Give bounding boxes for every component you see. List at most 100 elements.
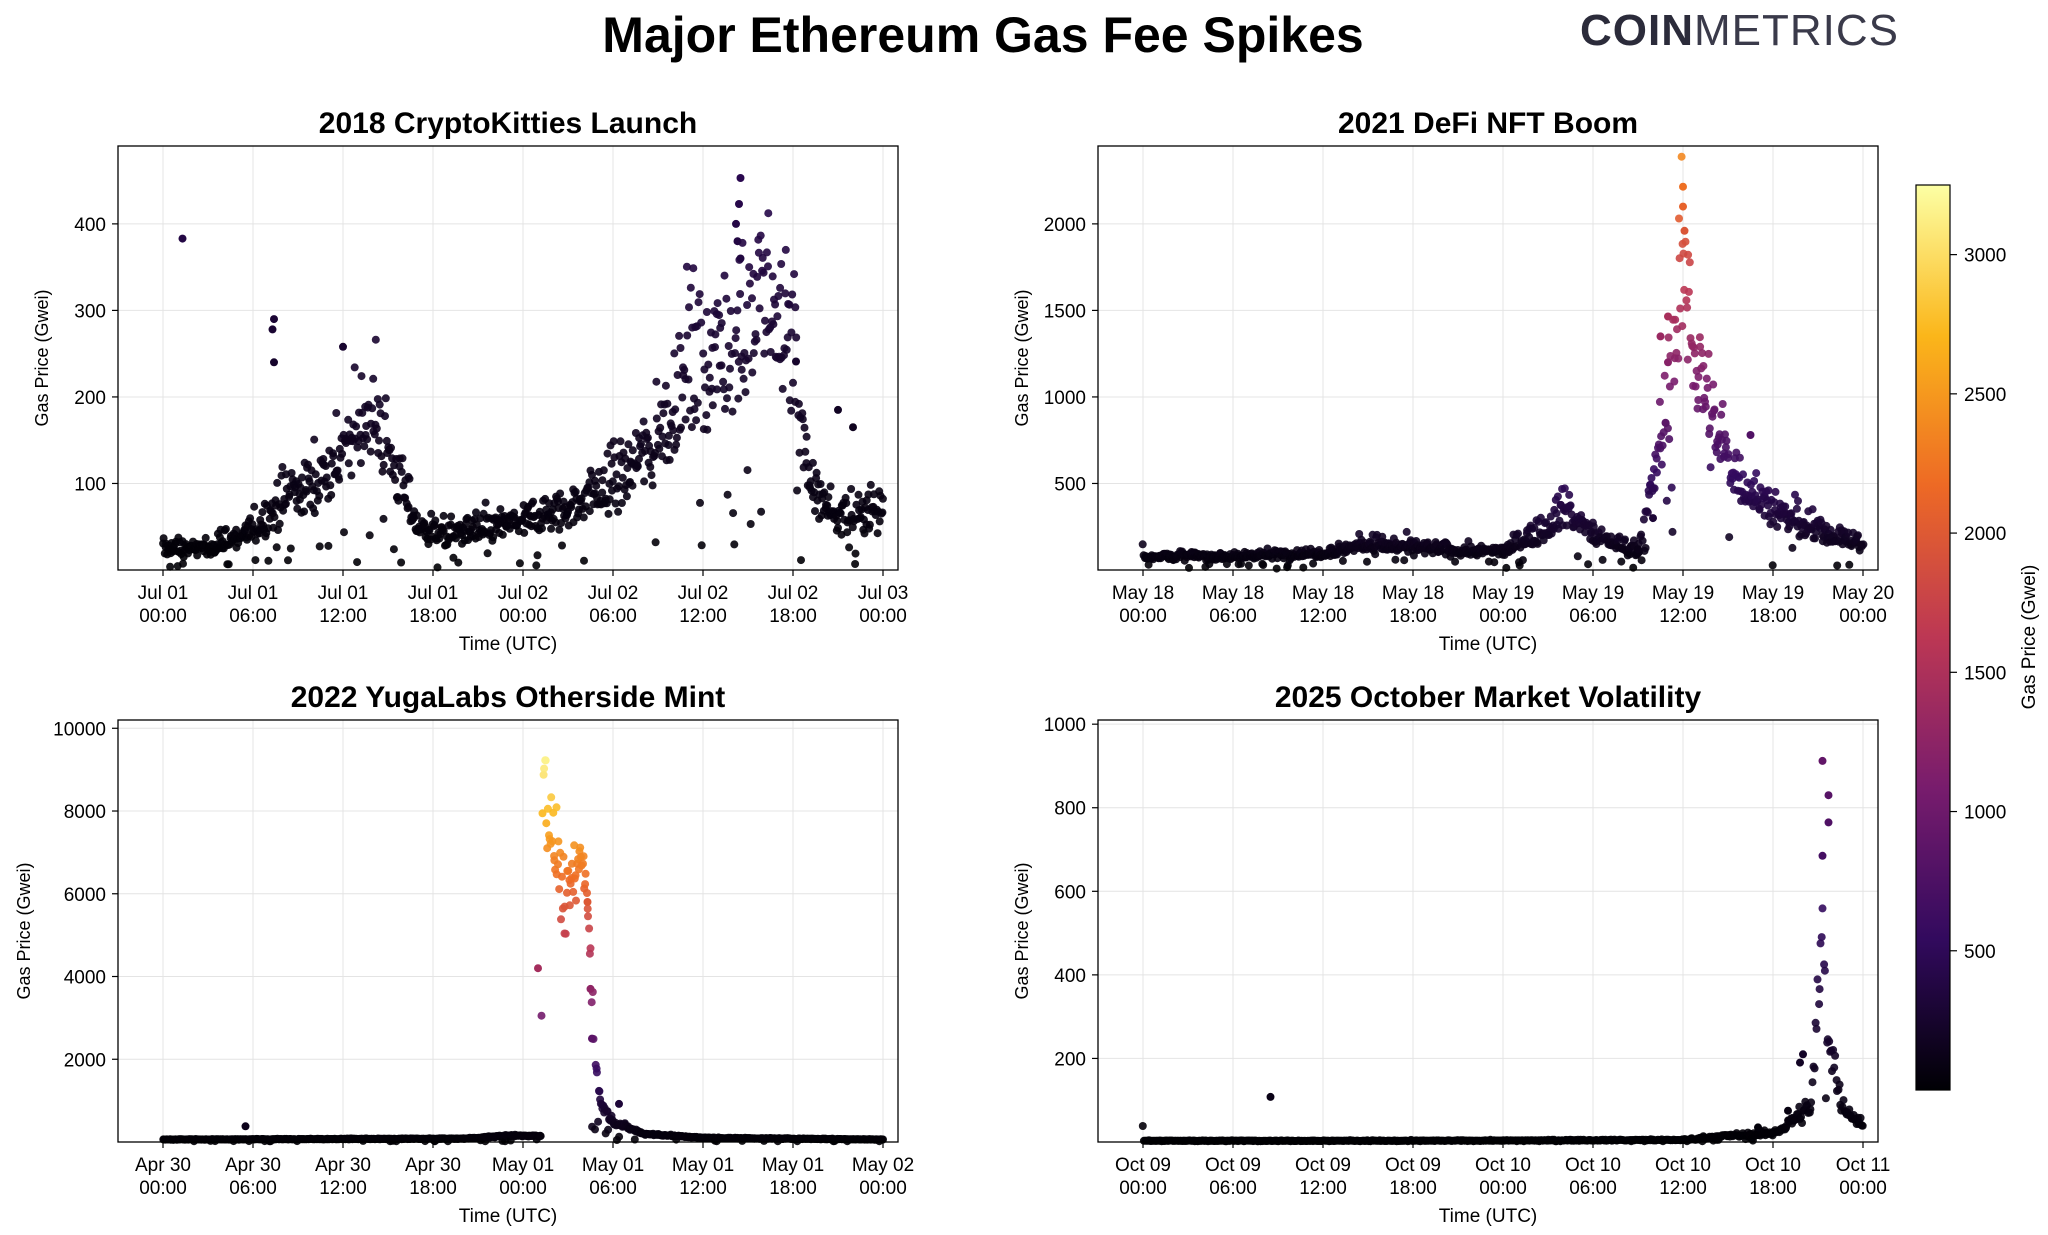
data-point — [758, 253, 767, 262]
data-point — [693, 398, 702, 407]
data-point — [741, 388, 750, 397]
data-point — [721, 404, 729, 413]
data-point — [246, 514, 255, 523]
data-point — [836, 509, 845, 518]
data-point — [586, 944, 595, 953]
data-point — [851, 560, 860, 568]
data-point — [241, 1122, 250, 1131]
data-point — [672, 433, 681, 442]
data-point — [616, 437, 625, 446]
data-point — [224, 560, 233, 569]
x-tick-label-time: 12:00 — [1659, 606, 1707, 627]
data-point — [811, 507, 819, 516]
y-tick-label: 400 — [74, 215, 106, 236]
data-point — [1768, 561, 1777, 570]
data-point — [483, 549, 492, 558]
data-point — [655, 444, 664, 453]
data-point — [608, 477, 617, 486]
data-point — [554, 837, 563, 846]
data-point — [389, 545, 398, 554]
x-tick-label-date: May 19 — [1742, 583, 1804, 604]
data-point — [1584, 560, 1593, 569]
data-point — [391, 475, 400, 484]
data-point — [663, 399, 672, 408]
data-point — [1668, 527, 1677, 536]
x-tick-label-time: 06:00 — [229, 1178, 277, 1199]
data-point — [648, 481, 657, 490]
data-point — [1702, 374, 1711, 383]
x-tick-label-date: May 18 — [1112, 583, 1174, 604]
data-point — [1185, 563, 1193, 572]
data-point — [554, 860, 562, 869]
data-point — [834, 405, 842, 414]
data-point — [757, 507, 766, 516]
data-point — [275, 519, 284, 528]
data-point — [321, 462, 330, 470]
data-point — [1338, 556, 1347, 565]
data-point — [1818, 851, 1827, 860]
data-point — [1680, 226, 1689, 235]
data-point — [787, 328, 796, 337]
data-point — [607, 459, 616, 468]
x-tick-label-time: 12:00 — [1299, 606, 1347, 627]
data-point — [755, 304, 764, 313]
data-point — [845, 543, 854, 552]
data-point — [768, 272, 777, 281]
data-point — [798, 415, 807, 424]
data-point — [542, 819, 551, 828]
data-point — [1621, 535, 1629, 544]
data-point — [368, 404, 377, 413]
x-tick-label-time: 06:00 — [1569, 1178, 1617, 1199]
data-point — [854, 490, 863, 499]
chart-title: 2018 CryptoKitties Launch — [319, 107, 697, 140]
data-point — [579, 852, 588, 861]
x-tick-label-date: Oct 10 — [1655, 1155, 1711, 1176]
data-point — [595, 1087, 604, 1096]
data-point — [201, 533, 210, 542]
y-tick-label: 100 — [74, 474, 106, 495]
data-point — [1831, 1051, 1840, 1060]
data-point — [1309, 559, 1318, 568]
data-point — [635, 454, 643, 463]
data-point — [787, 406, 796, 415]
data-point — [752, 335, 761, 344]
data-point — [1835, 1080, 1844, 1089]
data-point — [633, 462, 642, 471]
data-point — [1679, 202, 1687, 211]
data-point — [1859, 540, 1868, 549]
x-tick-label-date: Oct 11 — [1836, 1155, 1891, 1176]
data-point — [1824, 791, 1833, 800]
data-point — [1663, 424, 1672, 433]
data-point — [734, 394, 743, 403]
data-point — [646, 463, 655, 471]
data-point — [1272, 564, 1281, 573]
y-tick-label: 8000 — [64, 802, 106, 823]
chart-title: 2025 October Market Volatility — [1275, 681, 1702, 714]
data-point — [694, 298, 703, 307]
x-tick-label-date: Oct 09 — [1115, 1155, 1171, 1176]
data-point — [740, 349, 749, 357]
data-point — [1552, 509, 1561, 518]
data-point — [771, 300, 780, 309]
data-point — [615, 1132, 624, 1141]
data-point — [744, 354, 753, 363]
data-point — [756, 231, 765, 240]
data-point — [366, 447, 375, 456]
data-point — [696, 498, 704, 507]
data-point — [808, 458, 817, 467]
data-point — [614, 507, 623, 516]
data-point — [723, 490, 732, 499]
data-point — [833, 517, 842, 525]
data-point — [618, 473, 627, 482]
data-point — [651, 538, 660, 547]
y-tick-label: 500 — [1054, 474, 1086, 495]
data-point — [802, 432, 811, 441]
data-point — [790, 270, 799, 279]
data-point — [579, 859, 587, 868]
data-point — [1671, 315, 1680, 324]
x-axis-label: Time (UTC) — [1439, 634, 1538, 655]
x-tick-label-time: 00:00 — [1119, 606, 1167, 627]
data-point — [692, 416, 701, 425]
data-point — [1839, 1096, 1848, 1105]
